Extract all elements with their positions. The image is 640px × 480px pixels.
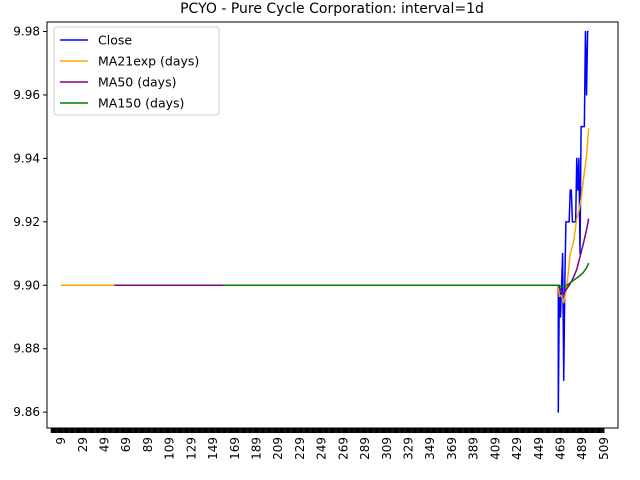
x-axis: 9 29 49 69 89 109 129 149 169 189 209 229 249 269 289 3… (51, 428, 611, 460)
chart-title: PCYO - Pure Cycle Corporation: interval=… (180, 1, 484, 17)
legend-label: MA150 (days) (98, 96, 184, 111)
x-tick-label: 309 (380, 437, 394, 460)
legend: Close MA21exp (days) MA50 (days) MA150 (day… (54, 27, 219, 115)
y-tick-label: 9.86 (13, 405, 40, 419)
series-line-1 (61, 128, 589, 302)
x-tick-label: 229 (293, 437, 307, 460)
legend-label: MA21exp (days) (98, 54, 199, 69)
series-line-2 (114, 219, 588, 294)
x-tick-label: 369 (445, 437, 459, 460)
x-minor-tick-band (51, 428, 604, 433)
y-tick-label: 9.96 (13, 88, 40, 102)
y-tick-label: 9.94 (13, 151, 40, 165)
x-tick-label: 429 (510, 437, 524, 460)
legend-label: MA50 (days) (98, 75, 176, 90)
x-tick-label: 189 (250, 437, 264, 460)
y-tick-label: 9.92 (13, 215, 40, 229)
y-tick-label: 9.90 (13, 278, 40, 292)
legend-label: Close (98, 33, 132, 48)
x-tick-label: 289 (358, 437, 372, 460)
x-tick-label: 509 (597, 437, 611, 460)
x-tick-label: 209 (271, 437, 285, 460)
y-axis: 9.86 9.88 9.90 9.92 9.94 9.96 9.98 (13, 25, 47, 420)
y-tick-label: 9.88 (13, 342, 40, 356)
x-tick-label: 109 (163, 437, 177, 460)
x-tick-label: 49 (98, 437, 112, 452)
x-tick-label: 249 (315, 437, 329, 460)
x-tick-label: 449 (532, 437, 546, 460)
x-tick-label: 149 (206, 437, 220, 460)
x-tick-label: 29 (76, 437, 90, 452)
x-tick-label: 9 (54, 437, 68, 445)
series-line-3 (223, 263, 589, 287)
x-tick-label: 389 (467, 437, 481, 460)
x-tick-label: 409 (488, 437, 502, 460)
x-tick-label: 329 (401, 437, 415, 460)
x-tick-label: 69 (119, 437, 133, 452)
x-tick-label: 269 (336, 437, 350, 460)
x-tick-label: 169 (228, 437, 242, 460)
x-tick-label: 469 (553, 437, 567, 460)
x-tick-label: 89 (141, 437, 155, 452)
y-tick-label: 9.98 (13, 25, 40, 39)
x-tick-label: 129 (184, 437, 198, 460)
x-tick-label: 489 (575, 437, 589, 460)
x-tick-label: 349 (423, 437, 437, 460)
